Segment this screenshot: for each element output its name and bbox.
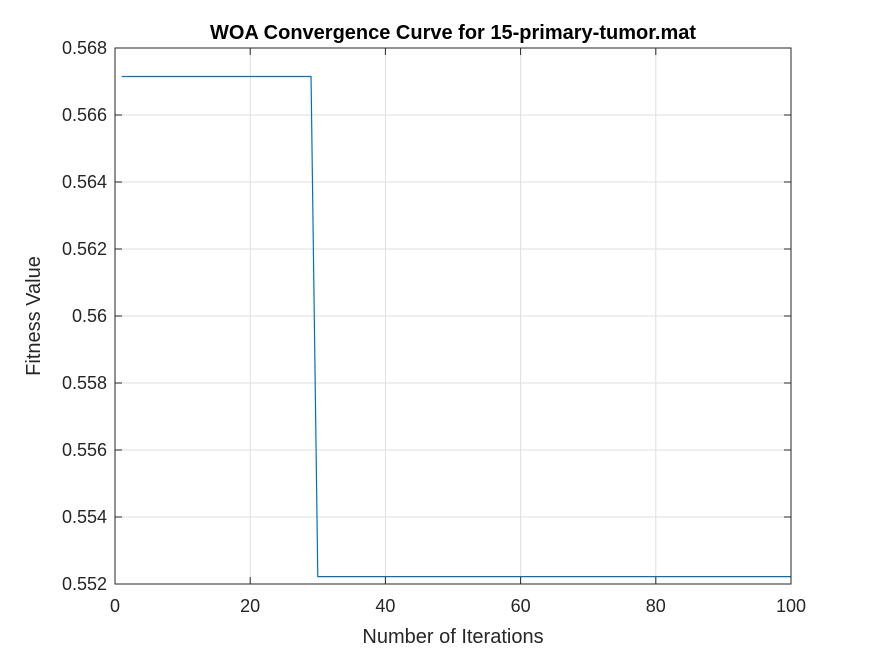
chart-title: WOA Convergence Curve for 15-primary-tum… <box>210 22 696 44</box>
ticks <box>114 47 792 585</box>
series-line <box>121 75 791 578</box>
tick-labels: 0 20 40 60 80 100 0.552 0.554 0.556 0.558 0.56 0.56… <box>62 38 806 616</box>
y-tick-label: 0.568 <box>62 38 107 58</box>
x-tick-label: 0 <box>110 596 120 616</box>
y-tick-label: 0.556 <box>62 440 107 460</box>
y-tick-label: 0.566 <box>62 105 107 125</box>
series-layer <box>121 75 791 578</box>
y-tick-label: 0.562 <box>62 239 107 259</box>
y-axis-label: Fitness Value <box>23 256 45 376</box>
x-tick-label: 100 <box>776 596 806 616</box>
x-tick-label: 40 <box>375 596 395 616</box>
y-tick-label: 0.552 <box>62 574 107 594</box>
y-tick-label: 0.56 <box>72 306 107 326</box>
x-tick-label: 60 <box>511 596 531 616</box>
x-tick-label: 20 <box>240 596 260 616</box>
x-axis-label: Number of Iterations <box>362 626 543 648</box>
y-tick-label: 0.558 <box>62 373 107 393</box>
y-tick-label: 0.564 <box>62 172 107 192</box>
x-tick-label: 80 <box>646 596 666 616</box>
y-tick-label: 0.554 <box>62 507 107 527</box>
